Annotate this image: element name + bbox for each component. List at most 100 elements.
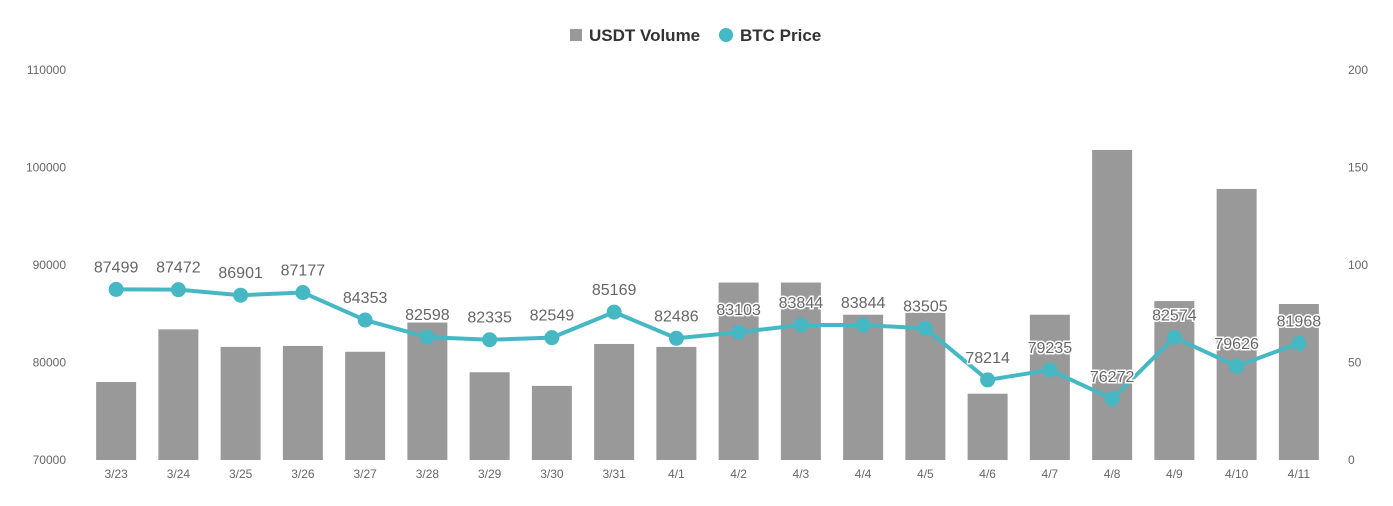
point-btc-price [855, 317, 871, 333]
point-btc-price [295, 285, 311, 301]
data-label-btc-price: 82574 [1152, 307, 1197, 324]
line-path-btc-price [116, 287, 1300, 401]
x-tick-label: 4/6 [979, 467, 996, 481]
legend-label-btc-price: BTC Price [740, 26, 821, 45]
x-tick-label: 3/31 [602, 467, 626, 481]
y-left-tick-label: 100000 [26, 161, 66, 175]
data-label-btc-price: 83844 [841, 295, 886, 312]
data-label-btc-price: 82486 [654, 308, 699, 325]
y-right-tick-label: 0 [1348, 453, 1355, 467]
x-axis: 3/23 3/24 3/25 3/26 3/27 3/28 3/29 3/30 3/31 4/1 4… [104, 467, 1310, 481]
data-label-btc-price: 82335 [467, 310, 512, 327]
x-tick-label: 4/5 [917, 467, 934, 481]
data-label-btc-price: 82549 [530, 308, 575, 325]
bar-usdt-volume [158, 329, 199, 460]
x-tick-label: 4/4 [855, 467, 872, 481]
bar-usdt-volume [1278, 304, 1319, 460]
data-label-btc-price: 83505 [903, 298, 948, 315]
data-label-btc-price: 82598 [405, 307, 450, 324]
data-label-btc-price: 83103 [716, 302, 761, 319]
point-btc-price [1104, 391, 1120, 407]
y-axis-right: 0 50 100 150 200 [1348, 63, 1368, 467]
point-btc-price [233, 287, 249, 303]
data-label-btc-price: 83844 [779, 295, 824, 312]
data-label-btc-price: 78214 [965, 350, 1010, 367]
x-tick-label: 3/29 [478, 467, 502, 481]
y-axis-left: 70000 80000 90000 100000 110000 [26, 63, 66, 467]
x-tick-label: 4/11 [1288, 467, 1311, 481]
data-label-btc-price: 87472 [156, 260, 201, 277]
bar-usdt-volume [594, 343, 635, 460]
data-label-btc-price: 79626 [1214, 336, 1259, 353]
line-series-btc-price: 87499 87472 86901 87177 84353 82598 82335 82549… [92, 258, 1323, 407]
point-btc-price [1229, 358, 1245, 374]
x-tick-label: 3/24 [167, 467, 191, 481]
point-btc-price [793, 317, 809, 333]
legend: USDT Volume BTC Price [570, 26, 821, 45]
x-tick-label: 4/2 [730, 467, 747, 481]
bar-usdt-volume [469, 372, 510, 460]
bar-usdt-volume [967, 393, 1008, 460]
x-tick-label: 4/10 [1225, 467, 1249, 481]
point-btc-price [544, 330, 560, 346]
bar-usdt-volume [1216, 188, 1257, 460]
x-tick-label: 3/23 [104, 467, 128, 481]
bar-usdt-volume [531, 385, 572, 460]
data-label-btc-price: 86901 [218, 265, 263, 282]
bar-usdt-volume [220, 346, 261, 460]
x-tick-label: 4/7 [1042, 467, 1059, 481]
x-tick-label: 3/25 [229, 467, 253, 481]
point-btc-price [357, 312, 373, 328]
x-tick-label: 3/27 [353, 467, 377, 481]
point-btc-price [731, 324, 747, 340]
bar-usdt-volume [1154, 301, 1195, 460]
y-right-tick-label: 200 [1348, 63, 1368, 77]
y-left-tick-label: 80000 [33, 356, 67, 370]
bar-usdt-volume [282, 345, 323, 460]
point-btc-price [482, 332, 498, 348]
bar-usdt-volume [843, 314, 884, 460]
point-btc-price [980, 372, 996, 388]
point-btc-price [917, 320, 933, 336]
bar-usdt-volume [718, 282, 759, 460]
data-label-btc-price: 81968 [1277, 313, 1322, 330]
data-label-btc-price: 85169 [592, 282, 637, 299]
legend-swatch-btc-price [719, 28, 733, 42]
y-right-tick-label: 100 [1348, 258, 1368, 272]
point-btc-price [1291, 335, 1307, 351]
data-label-btc-price: 79235 [1028, 340, 1073, 357]
data-label-btc-price: 76272 [1090, 369, 1135, 386]
x-tick-label: 4/3 [793, 467, 810, 481]
point-btc-price [1042, 362, 1058, 378]
y-left-tick-label: 70000 [33, 453, 67, 467]
x-tick-label: 3/30 [540, 467, 564, 481]
point-btc-price [606, 304, 622, 320]
data-label-btc-price: 87177 [281, 263, 326, 280]
x-tick-label: 4/1 [668, 467, 685, 481]
y-right-tick-label: 150 [1348, 161, 1368, 175]
bar-series-usdt-volume [96, 149, 1319, 460]
y-left-tick-label: 90000 [33, 258, 67, 272]
legend-swatch-usdt-volume [570, 29, 582, 41]
bar-usdt-volume [1092, 149, 1133, 460]
x-tick-label: 3/28 [416, 467, 440, 481]
bar-usdt-volume [1029, 314, 1070, 460]
data-label-btc-price: 87499 [94, 259, 139, 276]
point-btc-price [419, 329, 435, 345]
legend-label-usdt-volume: USDT Volume [589, 26, 700, 45]
point-btc-price [668, 330, 684, 346]
point-btc-price [1166, 329, 1182, 345]
x-tick-label: 4/9 [1166, 467, 1183, 481]
point-btc-price [108, 281, 124, 297]
data-label-btc-price: 84353 [343, 290, 388, 307]
y-left-tick-label: 110000 [27, 63, 66, 77]
bar-usdt-volume [780, 282, 821, 460]
bar-usdt-volume [656, 346, 697, 460]
point-btc-price [170, 282, 186, 298]
x-tick-label: 3/26 [291, 467, 315, 481]
x-tick-label: 4/8 [1104, 467, 1121, 481]
bar-usdt-volume [407, 322, 448, 460]
bar-usdt-volume [345, 351, 386, 460]
y-right-tick-label: 50 [1348, 356, 1362, 370]
